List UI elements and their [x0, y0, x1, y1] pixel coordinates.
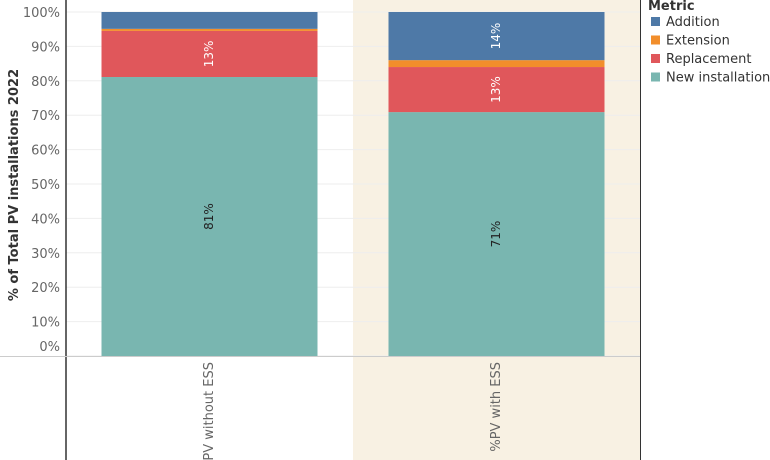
data-label: 13%: [489, 76, 503, 103]
y-tick-label: 100%: [23, 6, 60, 21]
y-tick-label: 20%: [31, 281, 60, 296]
data-label: 14%: [489, 23, 503, 50]
y-tick-label: 60%: [31, 144, 60, 159]
bar-segment-addition: [101, 12, 318, 29]
y-tick-label: 30%: [31, 247, 60, 262]
legend-item: Extension: [666, 34, 730, 49]
y-tick-label: 80%: [31, 75, 60, 90]
legend-swatch: [651, 17, 660, 26]
legend-title: Metric: [648, 0, 695, 14]
y-tick-label: 70%: [31, 109, 60, 124]
x-category-label: %PV with ESS: [489, 362, 504, 452]
x-category-label: %PV without ESS: [202, 362, 217, 460]
bar-segment-extension: [101, 28, 318, 31]
y-tick-label: 0%: [39, 340, 60, 355]
y-tick-label: 40%: [31, 212, 60, 227]
y-tick-label: 10%: [31, 316, 60, 331]
y-tick-label: 50%: [31, 178, 60, 193]
bar-segment-replacement: [101, 30, 318, 78]
legend-swatch: [651, 72, 660, 82]
data-label: 13%: [202, 41, 216, 68]
legend-swatch: [651, 54, 660, 63]
data-label: 71%: [489, 221, 503, 248]
legend-item: Replacement: [666, 52, 751, 67]
bar-segment-addition: [388, 12, 605, 61]
legend-item: New installation: [666, 71, 770, 86]
bar-segment-replacement: [388, 67, 605, 113]
legend-item: Addition: [666, 15, 720, 30]
y-tick-label: 90%: [31, 40, 60, 55]
bar-segment-extension: [388, 60, 605, 68]
bar-segment-new-installation: [388, 112, 605, 356]
bar-segment-new-installation: [101, 77, 318, 357]
y-axis-title: % of Total PV installations 2022: [7, 69, 22, 301]
data-label: 81%: [202, 203, 216, 230]
legend-swatch: [651, 35, 660, 45]
